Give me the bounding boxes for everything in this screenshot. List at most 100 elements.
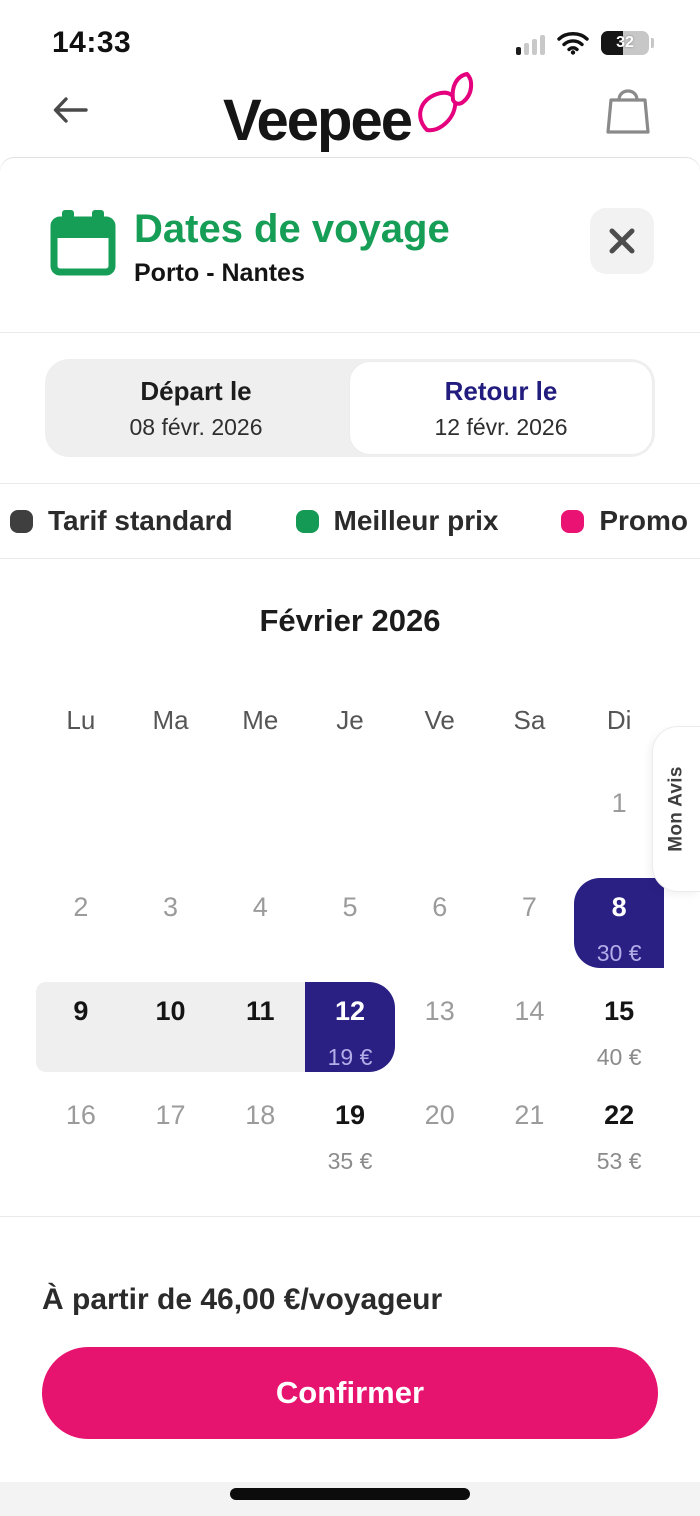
day-number: 12 — [334, 996, 366, 1026]
calendar-week-row: 2 3 4 5 6 7 8 30 € — [36, 878, 664, 968]
price-legend: Tarif standard Meilleur prix Promo — [0, 484, 700, 558]
calendar-day-13[interactable]: 13 — [395, 982, 485, 1072]
day-price: 40 € — [596, 1044, 642, 1070]
legend-label: Promo — [599, 505, 688, 536]
butterfly-icon — [418, 71, 473, 133]
calendar-empty-cell — [126, 774, 216, 864]
divider — [0, 332, 700, 333]
day-number: 17 — [155, 1100, 186, 1130]
clock: 14:33 — [52, 26, 132, 59]
weekday-label: Di — [606, 705, 632, 735]
day-number: 14 — [514, 996, 545, 1026]
signal-strength-icon — [516, 31, 545, 55]
calendar-day-16[interactable]: 16 — [36, 1086, 126, 1176]
calendar-day-18[interactable]: 18 — [215, 1086, 305, 1176]
wifi-icon — [557, 32, 589, 55]
calendar-day-11[interactable]: 11 — [215, 982, 306, 1072]
calendar-day-3[interactable]: 3 — [126, 878, 216, 968]
weekday-label: Lu — [66, 705, 96, 735]
day-number: 15 — [604, 996, 635, 1026]
mon-avis-side-tab[interactable]: Mon Avis — [652, 726, 700, 892]
calendar-day-5[interactable]: 5 — [305, 878, 395, 968]
calendar-day-1[interactable]: 1 — [574, 774, 664, 864]
route-subtitle: Porto - Nantes — [134, 259, 305, 287]
tab-return[interactable]: Retour le 12 févr. 2026 — [350, 362, 652, 454]
day-number: 7 — [521, 892, 537, 922]
day-number: 10 — [155, 996, 186, 1026]
day-price: 30 € — [596, 940, 642, 966]
calendar-day-21[interactable]: 21 — [485, 1086, 575, 1176]
day-number: 22 — [604, 1100, 635, 1130]
day-number: 5 — [342, 892, 358, 922]
calendar-empty-cell — [305, 774, 395, 864]
tab-return-date: 12 févr. 2026 — [434, 413, 568, 440]
day-number: 4 — [252, 892, 268, 922]
weekday-label: Je — [336, 705, 364, 735]
bottom-strip — [0, 1482, 700, 1516]
tabs-section: Départ le 08 févr. 2026 Retour le 12 fév… — [0, 333, 700, 483]
weekday-label: Me — [242, 705, 279, 735]
back-button[interactable] — [46, 86, 94, 134]
day-price: 53 € — [596, 1148, 642, 1174]
day-number: 16 — [65, 1100, 96, 1130]
legend-item-promo: Promo — [561, 505, 688, 537]
mon-avis-label: Mon Avis — [665, 766, 687, 852]
calendar-weeks: 1 2 3 4 5 6 7 8 30 €9 10 11 12 19 €13 14 15 40 €16 17 18 1… — [36, 774, 664, 1176]
standard-dot-icon — [10, 509, 33, 533]
veepee-logo: Veepee — [223, 70, 477, 150]
calendar: Février 2026 Lu Ma Me Je Ve Sa Di 1 2 3 4 5 6 7 8 30 €… — [0, 559, 700, 1216]
best-price-dot-icon — [295, 509, 319, 533]
day-number: 21 — [514, 1100, 545, 1130]
calendar-day-15[interactable]: 15 40 € — [574, 982, 664, 1072]
calendar-day-9[interactable]: 9 — [36, 982, 126, 1072]
month-title: Février 2026 — [259, 603, 441, 638]
calendar-icon — [50, 210, 116, 276]
calendar-day-10[interactable]: 10 — [125, 982, 216, 1072]
calendar-week-row: 16 17 18 19 35 € 20 21 22 53 € — [36, 1086, 664, 1176]
day-number: 20 — [424, 1100, 455, 1130]
price-note: À partir de 46,00 €/voyageur — [42, 1283, 443, 1316]
day-price: 35 € — [327, 1148, 373, 1174]
close-button[interactable] — [590, 208, 654, 274]
sheet-footer: À partir de 46,00 €/voyageur Confirmer — [0, 1217, 700, 1447]
calendar-day-8[interactable]: 8 30 € — [574, 878, 664, 968]
back-arrow-icon — [53, 97, 88, 123]
weekday-row: Lu Ma Me Je Ve Sa Di — [36, 705, 664, 736]
weekday-label: Ve — [424, 705, 455, 735]
tab-departure[interactable]: Départ le 08 févr. 2026 — [45, 359, 347, 457]
calendar-empty-cell — [395, 774, 485, 864]
promo-dot-icon — [561, 509, 585, 533]
logo-text: Veepee — [223, 88, 413, 153]
legend-item-best-price: Meilleur prix — [295, 505, 499, 537]
calendar-day-4[interactable]: 4 — [215, 878, 305, 968]
calendar-day-17[interactable]: 17 — [126, 1086, 216, 1176]
day-price: 19 € — [327, 1044, 373, 1070]
calendar-day-2[interactable]: 2 — [36, 878, 126, 968]
home-indicator[interactable] — [230, 1488, 470, 1500]
calendar-day-6[interactable]: 6 — [395, 878, 485, 968]
date-segmented-control: Départ le 08 févr. 2026 Retour le 12 fév… — [45, 359, 655, 457]
status-icons: 32 — [516, 31, 654, 55]
calendar-day-20[interactable]: 20 — [395, 1086, 485, 1176]
day-number: 3 — [163, 892, 179, 922]
day-number: 18 — [245, 1100, 276, 1130]
status-bar: 14:33 32 — [0, 0, 700, 62]
shopping-bag-icon — [606, 89, 650, 134]
cart-bag-button[interactable] — [602, 84, 654, 136]
calendar-day-19[interactable]: 19 35 € — [305, 1086, 395, 1176]
legend-item-standard: Tarif standard — [10, 505, 233, 537]
close-icon — [609, 228, 635, 254]
legend-label: Meilleur prix — [333, 505, 499, 536]
day-number: 13 — [424, 996, 455, 1026]
calendar-day-14[interactable]: 14 — [485, 982, 575, 1072]
calendar-day-7[interactable]: 7 — [485, 878, 575, 968]
calendar-day-12[interactable]: 12 19 € — [305, 982, 395, 1072]
battery-nub — [651, 38, 654, 48]
day-number: 1 — [611, 788, 627, 818]
tab-departure-label: Départ le — [140, 375, 252, 406]
confirm-button[interactable]: Confirmer — [42, 1347, 658, 1439]
battery-icon: 32 — [601, 31, 649, 55]
calendar-day-22[interactable]: 22 53 € — [574, 1086, 664, 1176]
dialog-title-texts: Dates de voyage Porto - Nantes — [134, 208, 450, 288]
day-number: 8 — [611, 892, 627, 922]
